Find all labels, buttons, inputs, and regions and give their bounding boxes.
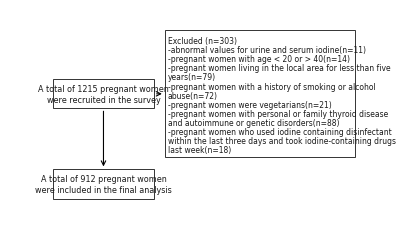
Text: within the last three days and took iodine-containing drugs: within the last three days and took iodi… — [168, 137, 396, 145]
Text: -pregnant women with a history of smoking or alcohol: -pregnant women with a history of smokin… — [168, 82, 376, 91]
Bar — [165, 31, 355, 157]
Text: -abnormal values for urine and serum iodine(n=11): -abnormal values for urine and serum iod… — [168, 46, 366, 55]
Text: A total of 912 pregnant women
were included in the final analysis: A total of 912 pregnant women were inclu… — [35, 174, 172, 194]
Bar — [53, 80, 154, 109]
Text: -pregnant women were vegetarians(n=21): -pregnant women were vegetarians(n=21) — [168, 100, 332, 109]
Text: last week(n=18): last week(n=18) — [168, 146, 231, 155]
Text: -pregnant women living in the local area for less than five: -pregnant women living in the local area… — [168, 64, 390, 73]
Bar — [53, 170, 154, 199]
Text: A total of 1215 pregnant women
were recruited in the survey: A total of 1215 pregnant women were recr… — [38, 85, 169, 104]
Text: and autoimmune or genetic disorders(n=88): and autoimmune or genetic disorders(n=88… — [168, 118, 339, 127]
Text: years(n=79): years(n=79) — [168, 73, 216, 82]
Text: -pregnant women who used iodine containing disinfectant: -pregnant women who used iodine containi… — [168, 127, 392, 136]
Text: abuse(n=72): abuse(n=72) — [168, 91, 218, 100]
Text: -pregnant women with age < 20 or > 40(n=14): -pregnant women with age < 20 or > 40(n=… — [168, 55, 350, 64]
Text: Excluded (n=303): Excluded (n=303) — [168, 37, 237, 46]
Text: -pregnant women with personal or family thyroid disease: -pregnant women with personal or family … — [168, 109, 388, 118]
